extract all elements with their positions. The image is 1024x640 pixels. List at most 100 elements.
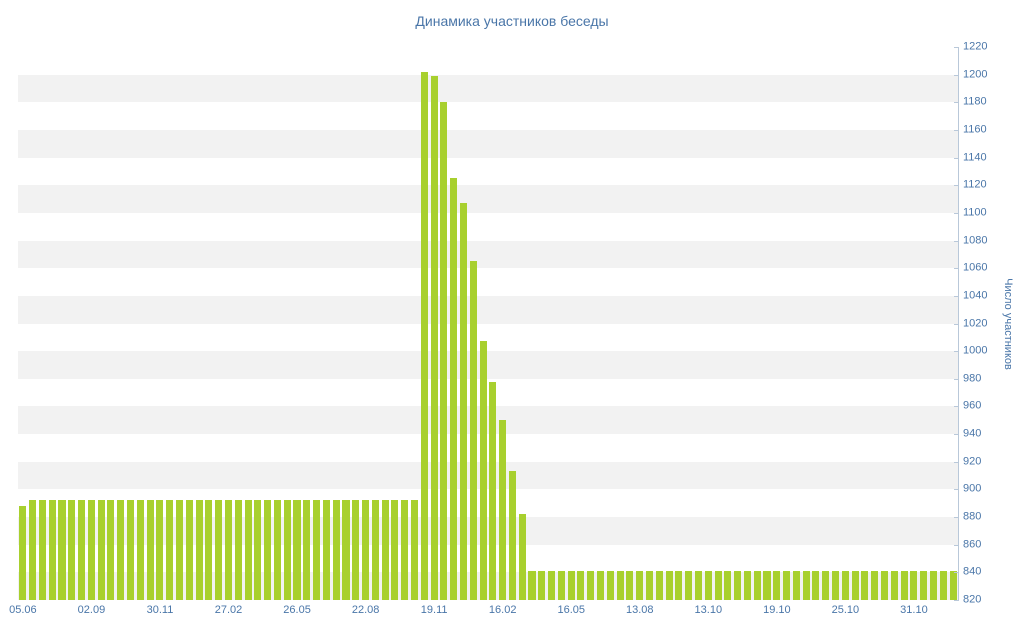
bar[interactable] (508, 471, 516, 600)
bar[interactable] (156, 500, 164, 600)
bar[interactable] (224, 500, 232, 600)
bar[interactable] (753, 570, 761, 600)
bar[interactable] (303, 500, 311, 600)
bar[interactable] (293, 500, 301, 600)
bar[interactable] (743, 570, 751, 600)
bar[interactable] (391, 500, 399, 600)
bar[interactable] (783, 570, 791, 600)
bar[interactable] (19, 506, 27, 600)
bar[interactable] (880, 570, 889, 600)
bar[interactable] (587, 570, 595, 600)
bar[interactable] (832, 570, 840, 600)
bar[interactable] (195, 500, 203, 600)
bar[interactable] (58, 500, 66, 600)
bar[interactable] (254, 500, 262, 600)
bar[interactable] (313, 500, 321, 600)
bar[interactable] (244, 500, 252, 600)
bar[interactable] (616, 570, 624, 600)
bar[interactable] (332, 500, 340, 600)
bar[interactable] (401, 500, 409, 600)
bar[interactable] (841, 570, 849, 600)
x-tick-label: 13.08 (626, 604, 654, 616)
bar[interactable] (763, 570, 771, 600)
bar[interactable] (362, 500, 370, 600)
bar[interactable] (626, 570, 634, 600)
bar[interactable] (430, 76, 438, 600)
bar[interactable] (117, 500, 125, 600)
bar[interactable] (410, 500, 419, 600)
bar[interactable] (645, 570, 654, 600)
bar[interactable] (665, 570, 673, 600)
x-tick-label: 13.10 (694, 604, 723, 616)
bar[interactable] (489, 381, 497, 600)
bar[interactable] (851, 570, 859, 600)
bar[interactable] (518, 514, 526, 600)
bar[interactable] (38, 500, 46, 600)
bar[interactable] (205, 500, 213, 600)
bar[interactable] (939, 570, 947, 600)
bar[interactable] (538, 570, 546, 600)
bar[interactable] (479, 341, 487, 600)
bar[interactable] (166, 500, 174, 600)
bar[interactable] (920, 570, 928, 600)
bar[interactable] (29, 500, 37, 600)
bar[interactable] (68, 500, 76, 600)
bar[interactable] (929, 570, 937, 600)
bar[interactable] (802, 570, 810, 600)
bar[interactable] (127, 500, 135, 600)
bar[interactable] (949, 570, 957, 600)
bar[interactable] (528, 570, 536, 600)
bar[interactable] (685, 570, 693, 600)
bar[interactable] (87, 500, 95, 600)
bar[interactable] (450, 178, 458, 600)
bar[interactable] (734, 570, 742, 600)
bar[interactable] (724, 570, 732, 600)
bar[interactable] (469, 261, 477, 600)
bar[interactable] (107, 500, 115, 600)
bar[interactable] (655, 570, 663, 600)
bar[interactable] (342, 500, 350, 600)
bar[interactable] (910, 570, 918, 600)
bar[interactable] (175, 500, 184, 600)
bar[interactable] (185, 500, 193, 600)
bar[interactable] (215, 500, 223, 600)
bar[interactable] (78, 500, 86, 600)
bar[interactable] (871, 570, 879, 600)
bar[interactable] (548, 570, 556, 600)
bar[interactable] (381, 500, 389, 600)
bar[interactable] (557, 570, 565, 600)
y-tick-label: 1020 (963, 317, 988, 329)
bar[interactable] (773, 570, 781, 600)
bar[interactable] (459, 203, 467, 600)
bar[interactable] (636, 570, 644, 600)
bar[interactable] (861, 570, 869, 600)
bar[interactable] (234, 500, 242, 600)
bar[interactable] (264, 500, 272, 600)
bar[interactable] (136, 500, 144, 600)
bar[interactable] (822, 570, 830, 600)
bar[interactable] (440, 102, 448, 600)
bar[interactable] (577, 570, 585, 600)
bar[interactable] (273, 500, 281, 600)
bar[interactable] (567, 570, 575, 600)
bar[interactable] (606, 570, 614, 600)
chart-title: Динамика участников беседы (415, 13, 609, 29)
bar[interactable] (694, 570, 702, 600)
bar[interactable] (97, 500, 105, 600)
bar[interactable] (146, 500, 154, 600)
bar[interactable] (792, 570, 800, 600)
bar[interactable] (420, 71, 428, 600)
bar[interactable] (675, 570, 683, 600)
bar[interactable] (714, 570, 722, 600)
bar[interactable] (352, 500, 360, 600)
bar[interactable] (597, 570, 605, 600)
bar[interactable] (900, 570, 908, 600)
bar[interactable] (48, 500, 56, 600)
bar[interactable] (371, 500, 379, 600)
bar[interactable] (704, 570, 712, 600)
bar[interactable] (812, 570, 820, 600)
bar[interactable] (322, 500, 330, 600)
bar[interactable] (283, 500, 291, 600)
bar[interactable] (890, 570, 898, 600)
bar[interactable] (499, 420, 507, 600)
